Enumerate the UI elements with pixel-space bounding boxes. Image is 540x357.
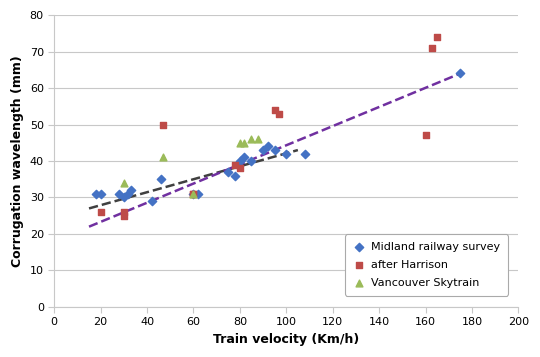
- after Harrison: [189, 191, 198, 197]
- after Harrison: [119, 213, 128, 218]
- Vancouver Skytrain: [247, 136, 256, 142]
- after Harrison: [421, 132, 430, 138]
- Midland railway survey: [271, 147, 279, 153]
- Midland railway survey: [126, 187, 135, 193]
- Midland railway survey: [235, 158, 244, 164]
- Midland railway survey: [92, 191, 100, 197]
- Vancouver Skytrain: [189, 191, 198, 197]
- Midland railway survey: [194, 191, 202, 197]
- after Harrison: [433, 34, 441, 40]
- Vancouver Skytrain: [235, 140, 244, 146]
- after Harrison: [235, 165, 244, 171]
- Midland railway survey: [240, 155, 249, 160]
- Midland railway survey: [247, 158, 256, 164]
- Vancouver Skytrain: [240, 140, 249, 146]
- Midland railway survey: [115, 191, 124, 197]
- Midland railway survey: [282, 151, 291, 157]
- Midland railway survey: [189, 191, 198, 197]
- Vancouver Skytrain: [159, 155, 167, 160]
- Y-axis label: Corrugation wavelength (mm): Corrugation wavelength (mm): [11, 55, 24, 267]
- Midland railway survey: [301, 151, 309, 157]
- X-axis label: Train velocity (Km/h): Train velocity (Km/h): [213, 333, 360, 346]
- Vancouver Skytrain: [119, 180, 128, 186]
- Midland railway survey: [224, 169, 233, 175]
- after Harrison: [275, 111, 284, 116]
- Legend: Midland railway survey, after Harrison, Vancouver Skytrain: Midland railway survey, after Harrison, …: [345, 235, 508, 296]
- Midland railway survey: [264, 144, 272, 149]
- after Harrison: [271, 107, 279, 113]
- Midland railway survey: [231, 173, 240, 178]
- Vancouver Skytrain: [254, 136, 263, 142]
- Midland railway survey: [259, 147, 267, 153]
- Midland railway survey: [157, 176, 165, 182]
- after Harrison: [96, 209, 105, 215]
- after Harrison: [428, 45, 437, 51]
- after Harrison: [159, 122, 167, 127]
- after Harrison: [189, 191, 198, 197]
- Midland railway survey: [147, 198, 156, 204]
- Midland railway survey: [119, 195, 128, 200]
- Midland railway survey: [96, 191, 105, 197]
- after Harrison: [119, 209, 128, 215]
- after Harrison: [231, 162, 240, 167]
- Midland railway survey: [124, 191, 133, 197]
- Midland railway survey: [456, 71, 464, 76]
